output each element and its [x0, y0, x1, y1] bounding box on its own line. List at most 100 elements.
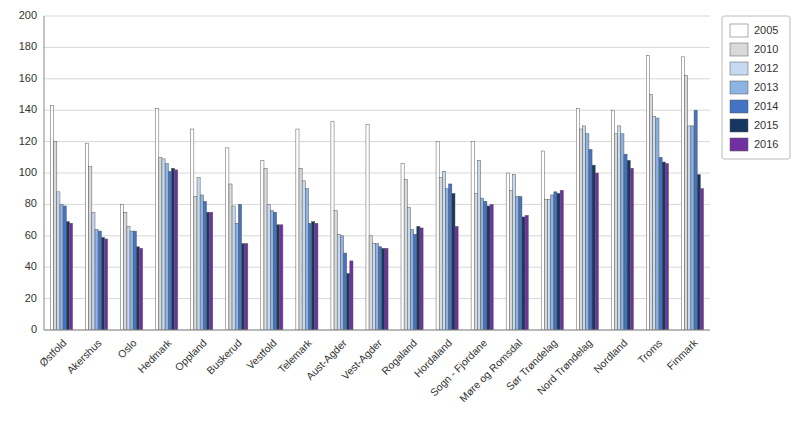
bar [477, 160, 480, 330]
bar [226, 148, 229, 330]
bar [621, 134, 624, 330]
bar-series [63, 110, 697, 330]
legend-label: 2013 [754, 81, 778, 93]
bar [385, 248, 388, 330]
bar [165, 164, 168, 330]
bar [653, 116, 656, 330]
bar [548, 200, 551, 330]
bar [232, 206, 235, 330]
y-tick-label: 200 [19, 9, 37, 21]
bar [235, 223, 238, 330]
grid-line [44, 16, 710, 17]
bar [168, 171, 171, 330]
bar [191, 129, 194, 330]
y-tick-label: 60 [25, 229, 37, 241]
bar [171, 168, 174, 330]
bar [382, 248, 385, 330]
bar [662, 162, 665, 330]
bar [130, 231, 133, 330]
x-tick-label: Nord Trøndelag [534, 336, 594, 396]
bar [372, 244, 375, 330]
bar [261, 160, 264, 330]
bar [54, 142, 57, 330]
y-tick-label: 140 [19, 103, 37, 115]
bar [410, 230, 413, 330]
chart-svg: 020406080100120140160180200ØstfoldAkersh… [0, 0, 802, 430]
bar [525, 215, 528, 330]
bar [589, 149, 592, 330]
bar [541, 151, 544, 330]
bar [474, 193, 477, 330]
bar [57, 192, 60, 330]
bar [484, 201, 487, 330]
bar [101, 237, 104, 330]
x-axis: ØstfoldAkershusOsloHedmarkOpplandBuskeru… [37, 330, 710, 404]
bar [401, 164, 404, 330]
bar [681, 57, 684, 330]
bar [334, 211, 337, 330]
bar-series [66, 160, 700, 330]
bar [337, 234, 340, 330]
bar [659, 157, 662, 330]
bar [264, 168, 267, 330]
bar [308, 223, 311, 330]
bar [487, 206, 490, 330]
bar [194, 197, 197, 330]
bar [611, 110, 614, 330]
grid-line [44, 47, 710, 48]
legend-swatch [730, 119, 748, 132]
legend: 2005201020122013201420152016 [722, 16, 790, 159]
bar [560, 190, 563, 330]
bar [175, 170, 178, 330]
bar-series [60, 118, 694, 330]
bar [206, 212, 209, 330]
bar [522, 217, 525, 330]
bar [442, 171, 445, 330]
bar [691, 126, 694, 330]
bar [344, 253, 347, 330]
bar [200, 195, 203, 330]
bar [439, 178, 442, 330]
legend-label: 2005 [754, 24, 778, 36]
bar [375, 244, 378, 330]
legend-swatch [730, 24, 748, 37]
y-tick-label: 160 [19, 72, 37, 84]
bar [210, 212, 213, 330]
bar [331, 121, 334, 330]
bar [697, 175, 700, 330]
legend-label: 2012 [754, 62, 778, 74]
legend-swatch [730, 62, 748, 75]
bar [92, 212, 95, 330]
legend-label: 2014 [754, 100, 778, 112]
x-tick-label: Finmark [664, 336, 700, 372]
bar [414, 234, 417, 330]
bar [340, 236, 343, 330]
bar [280, 225, 283, 330]
bar [242, 244, 245, 330]
bar [60, 204, 63, 330]
bar [455, 226, 458, 330]
bar [614, 134, 617, 330]
bar [579, 129, 582, 330]
legend-label: 2010 [754, 43, 778, 55]
bar [296, 129, 299, 330]
bar [350, 261, 353, 330]
bar [104, 239, 107, 330]
y-axis-line [44, 16, 45, 330]
bar [650, 95, 653, 331]
bar [630, 168, 633, 330]
legend-swatch [730, 100, 748, 113]
bar [133, 231, 136, 330]
bar [665, 164, 668, 330]
x-tick-label: Vest-Agder [339, 336, 385, 382]
bar [277, 225, 280, 330]
y-tick-label: 0 [31, 323, 37, 335]
bar [136, 247, 139, 330]
chart-container: 020406080100120140160180200ØstfoldAkersh… [0, 0, 802, 430]
bars [50, 55, 703, 330]
bar [63, 206, 66, 330]
legend-swatch [730, 81, 748, 94]
bar [656, 118, 659, 330]
bar [490, 204, 493, 330]
bar [140, 248, 143, 330]
